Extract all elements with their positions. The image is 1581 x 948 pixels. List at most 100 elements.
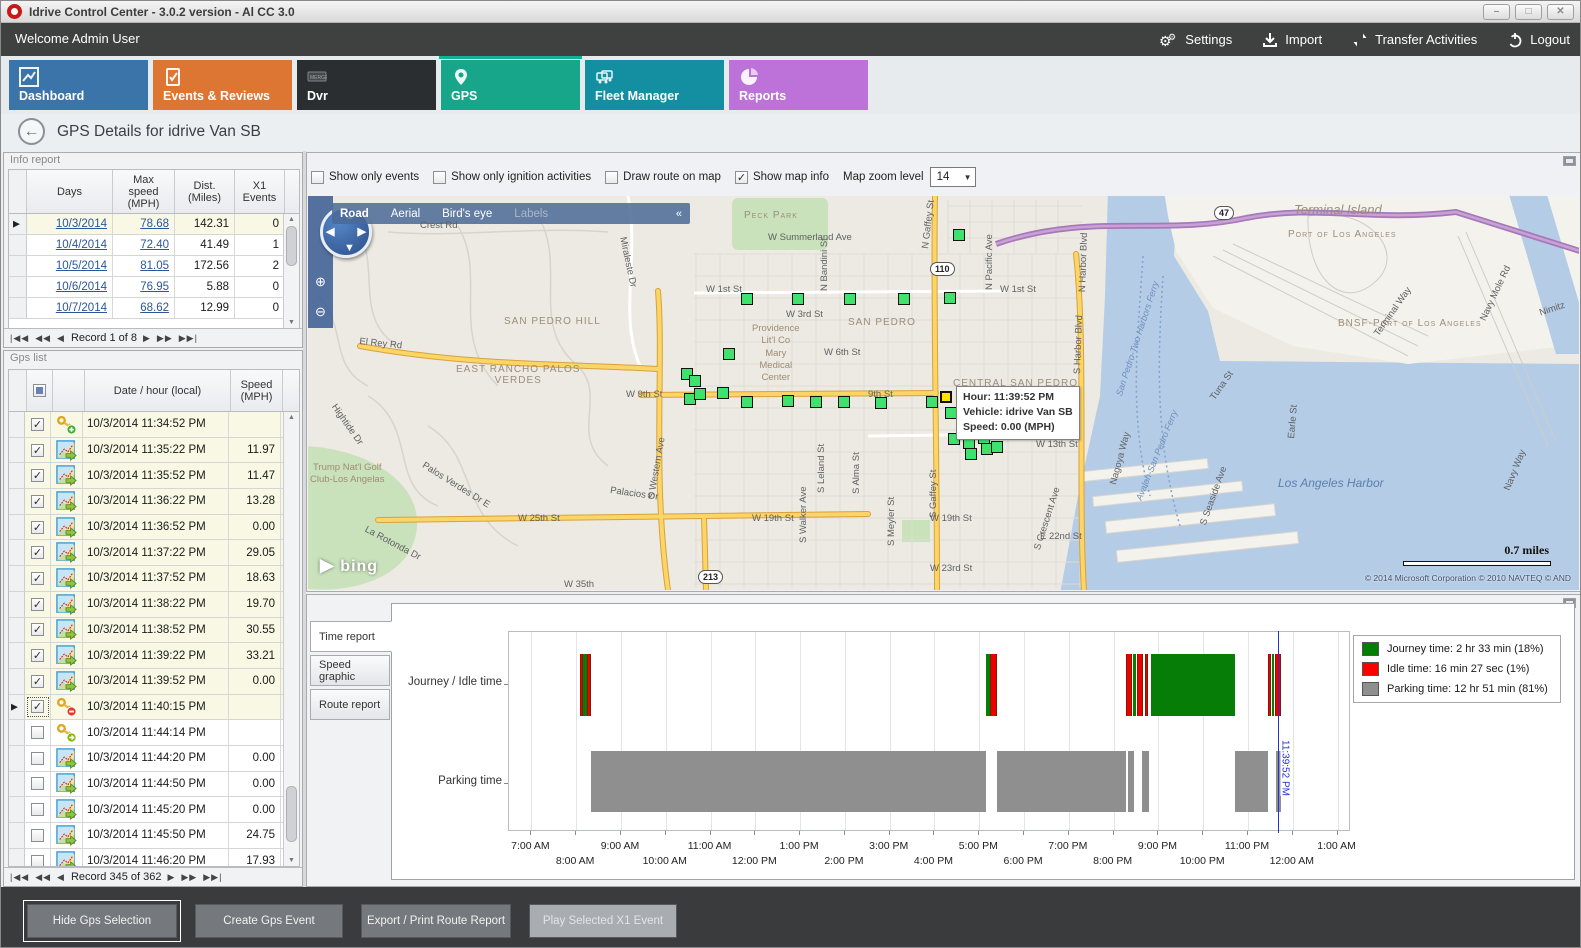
map-style-aerial[interactable]: Aerial [390, 207, 421, 220]
logout-button[interactable]: Logout [1507, 32, 1570, 48]
row-checkbox[interactable]: ✓ [31, 417, 44, 431]
row-checkbox[interactable]: ✓ [31, 597, 44, 611]
gps-list-row[interactable]: ✓ 10/3/2014 11:38:22 PM 19.70 [9, 591, 283, 618]
info-report-row[interactable]: 10/6/2014 76.95 5.88 0 [9, 277, 283, 298]
pager-next-page-button[interactable]: ▶▶ [156, 332, 173, 343]
gps-list-row[interactable]: ✓ 10/3/2014 11:34:52 PM [9, 412, 283, 438]
gps-list-row[interactable]: ✓ 10/3/2014 11:37:52 PM 18.63 [9, 566, 283, 592]
map-zoom-out-button[interactable]: ⊖ [315, 304, 326, 319]
gps-point-marker[interactable] [810, 396, 822, 408]
settings-button[interactable]: ⚙ ⚙ Settings [1158, 31, 1232, 49]
gps-point-marker[interactable] [694, 388, 706, 400]
row-checkbox[interactable]: ✓ [31, 443, 44, 457]
max-speed-link[interactable]: 72.40 [140, 239, 169, 251]
tab-reports[interactable]: Reports [729, 60, 868, 110]
pager-prev-button[interactable]: ◀ [57, 871, 65, 882]
gps-point-marker[interactable] [792, 293, 804, 305]
gps-point-marker[interactable] [717, 387, 729, 399]
checkbox-box[interactable] [433, 170, 447, 184]
max-speed-link[interactable]: 78.68 [140, 218, 169, 230]
checkbox-show-only-events[interactable]: Show only events [311, 170, 419, 184]
minimize-button[interactable]: – [1483, 4, 1510, 20]
gps-point-marker[interactable] [689, 375, 701, 387]
gps-point-marker[interactable] [926, 396, 938, 408]
max-speed-link[interactable]: 81.05 [140, 260, 169, 272]
pager-first-button[interactable]: |◀◀ [10, 871, 30, 882]
pager-prev-page-button[interactable]: ◀◀ [35, 332, 52, 343]
map-nav-collapse-button[interactable]: « [675, 207, 682, 220]
max-speed-link[interactable]: 76.95 [140, 281, 169, 293]
maximize-button[interactable]: □ [1515, 4, 1542, 20]
map-style-road[interactable]: Road [340, 207, 369, 220]
gps-list-row[interactable]: ✓ 10/3/2014 11:39:52 PM 0.00 [9, 668, 283, 695]
gps-list-row[interactable]: 10/3/2014 11:44:14 PM [9, 720, 283, 746]
gps-list-row[interactable]: 10/3/2014 11:46:20 PM 17.93 [9, 848, 283, 866]
gps-list-row[interactable]: ✓ 10/3/2014 11:35:22 PM 11.97 [9, 437, 283, 464]
checkbox-box[interactable] [311, 170, 324, 184]
gps-point-marker[interactable] [965, 448, 977, 460]
map-panel-collapse-button[interactable] [1563, 156, 1576, 166]
report-tab-time-report[interactable]: Time report [310, 621, 392, 652]
gps-list-row[interactable]: ✓ 10/3/2014 11:39:22 PM 33.21 [9, 643, 283, 669]
checkbox-box[interactable] [605, 170, 619, 184]
gps-point-marker[interactable] [741, 396, 753, 408]
info-col-header[interactable]: Max speed (MPH) [113, 170, 175, 213]
day-link[interactable]: 10/5/2014 [55, 260, 107, 272]
gps-point-marker[interactable] [953, 229, 965, 241]
gps-point-marker[interactable] [875, 397, 887, 409]
row-checkbox[interactable]: ✓ [31, 674, 44, 688]
checkbox-show-only-ignition-activities[interactable]: Show only ignition activities [433, 170, 591, 184]
gps-col-datetime-header[interactable]: Date / hour (local) [85, 370, 231, 411]
map-zoom-level-select[interactable]: 14 ▼ [929, 167, 976, 187]
gps-col-speed-header[interactable]: Speed (MPH) [231, 370, 283, 411]
tab-dashboard[interactable]: Dashboard [9, 60, 148, 110]
transfer-activities-button[interactable]: Transfer Activities [1352, 31, 1477, 48]
row-checkbox[interactable]: ✓ [31, 494, 44, 508]
create-gps-event-button[interactable]: Create Gps Event [195, 904, 343, 938]
pager-next-button[interactable]: ▶ [143, 332, 151, 343]
gps-point-marker[interactable] [991, 441, 1003, 453]
info-col-header[interactable]: Dist. (Miles) [175, 170, 235, 213]
info-col-header[interactable]: Days [27, 170, 113, 213]
row-checkbox[interactable]: ✓ [31, 571, 44, 585]
gps-point-marker[interactable] [944, 292, 956, 304]
tab-gps[interactable]: GPS [439, 56, 582, 110]
pager-first-button[interactable]: |◀◀ [10, 332, 30, 343]
gps-list-row[interactable]: 10/3/2014 11:44:50 PM 0.00 [9, 771, 283, 798]
pager-last-button[interactable]: ▶▶| [203, 871, 223, 882]
tab-dvr[interactable]: MERGE Dvr [297, 60, 436, 110]
day-link[interactable]: 10/7/2014 [55, 302, 107, 314]
checkbox-show-map-info[interactable]: ✓ Show map info [734, 170, 829, 184]
pager-prev-button[interactable]: ◀ [57, 332, 65, 343]
hide-gps-selection-button[interactable]: Hide Gps Selection [23, 900, 181, 942]
row-checkbox[interactable] [31, 803, 44, 817]
day-link[interactable]: 10/6/2014 [55, 281, 107, 293]
gps-point-marker[interactable] [898, 293, 910, 305]
checkbox-draw-route-on-map[interactable]: Draw route on map [605, 170, 721, 184]
map-style-labels[interactable]: Labels [514, 207, 549, 220]
map-zoom-in-button[interactable]: ⊕ [315, 274, 326, 289]
info-report-row[interactable]: 10/7/2014 68.62 12.99 0 [9, 298, 283, 319]
pager-next-button[interactable]: ▶ [167, 871, 176, 882]
select-all-checkbox[interactable] [33, 384, 46, 397]
info-report-row[interactable]: ▶ 10/3/2014 78.68 142.31 0 [9, 214, 283, 235]
gps-list-row[interactable]: ✓ 10/3/2014 11:37:22 PM 29.05 [9, 540, 283, 567]
checkbox-box[interactable]: ✓ [734, 170, 748, 184]
close-button[interactable]: ✕ [1547, 4, 1574, 20]
report-tab-route-report[interactable]: Route report [310, 689, 390, 720]
gps-list-scrollbar[interactable]: ▲ ▼ [283, 412, 299, 866]
gps-point-marker[interactable] [844, 293, 856, 305]
row-checkbox[interactable]: ✓ [31, 469, 44, 483]
row-checkbox[interactable]: ✓ [31, 546, 44, 560]
pager-next-page-button[interactable]: ▶▶ [181, 871, 198, 882]
gps-list-row[interactable]: 10/3/2014 11:45:20 PM 0.00 [9, 797, 283, 823]
export-print-route-report-button[interactable]: Export / Print Route Report [361, 904, 511, 938]
tab-events-reviews[interactable]: Events & Reviews [153, 60, 292, 110]
import-button[interactable]: Import [1262, 32, 1322, 48]
gps-list-row[interactable]: 10/3/2014 11:44:20 PM 0.00 [9, 745, 283, 772]
gps-list-row[interactable]: ✓ 10/3/2014 11:35:52 PM 11.47 [9, 463, 283, 490]
gps-list-row[interactable]: 10/3/2014 11:45:50 PM 24.75 [9, 823, 283, 849]
info-report-row[interactable]: 10/5/2014 81.05 172.56 2 [9, 256, 283, 277]
day-link[interactable]: 10/4/2014 [55, 239, 107, 251]
